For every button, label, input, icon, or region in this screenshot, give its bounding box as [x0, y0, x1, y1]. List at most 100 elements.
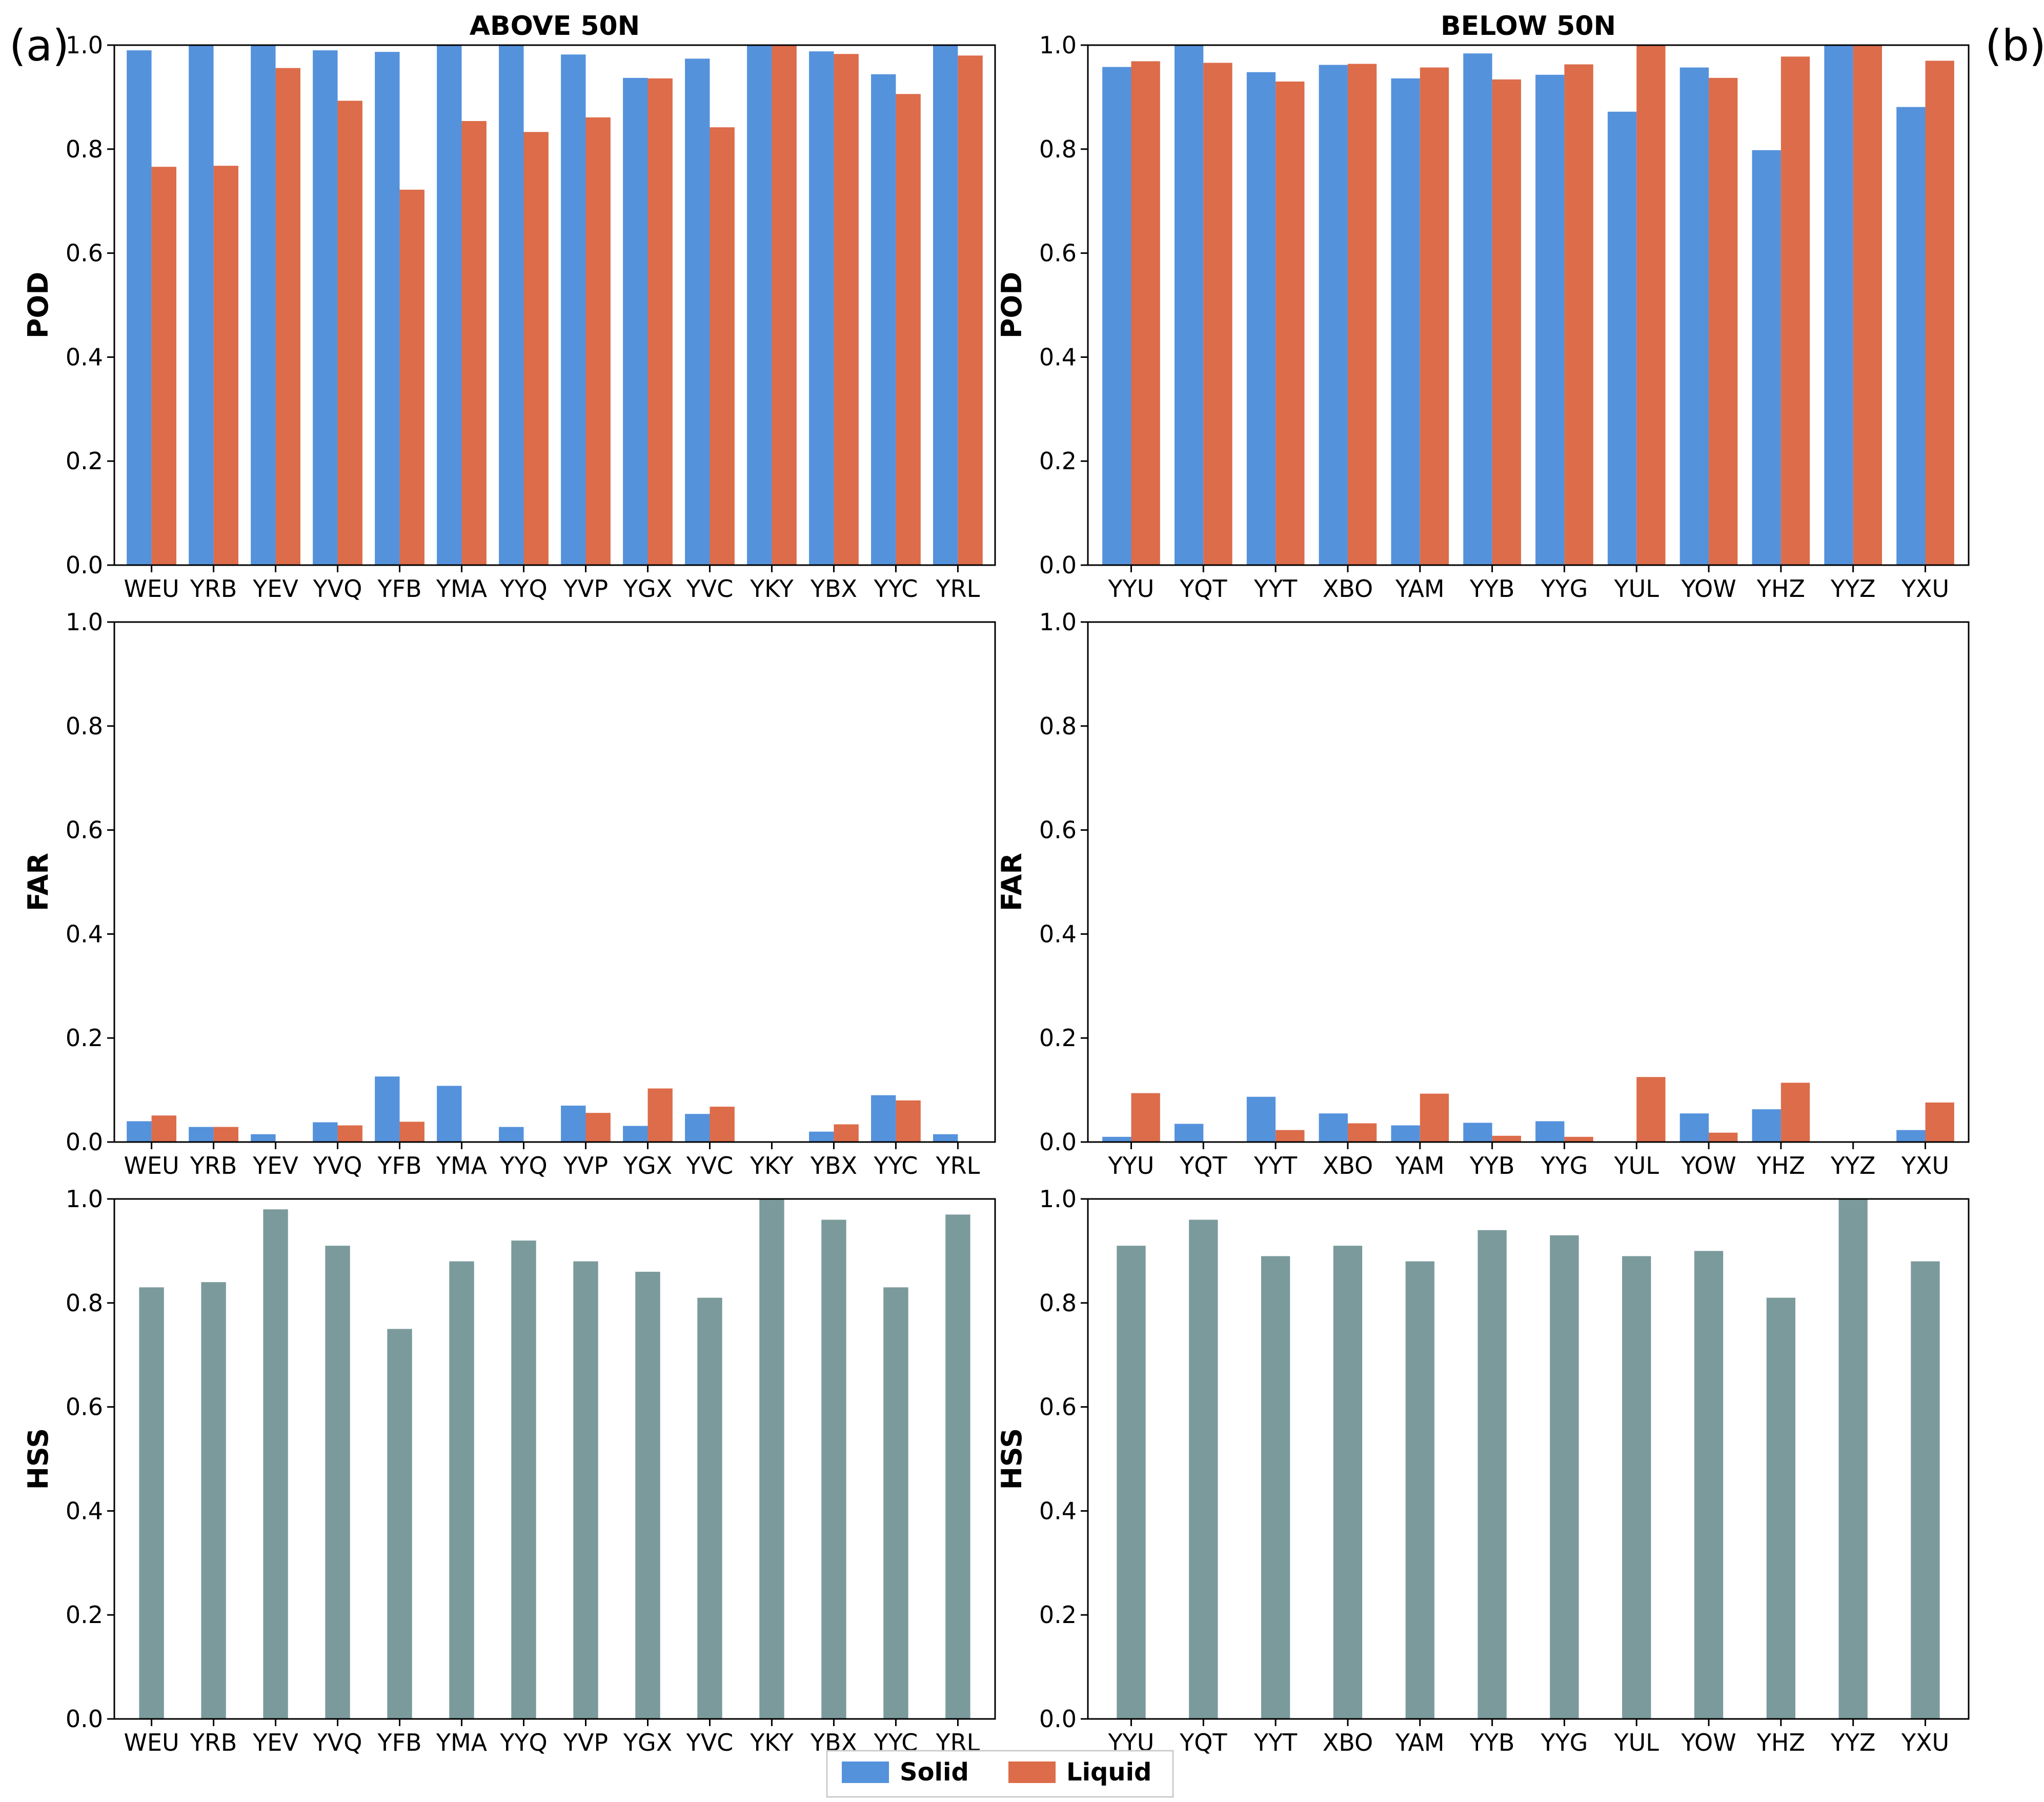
- bar-liquid-yma: [461, 121, 487, 565]
- bar-liquid-yyg: [1564, 64, 1593, 565]
- x-tick-label: YFB: [377, 1152, 421, 1179]
- y-tick-label: 1.0: [66, 608, 103, 636]
- bar-solid-yyb: [1463, 53, 1492, 565]
- x-tick-label: WEU: [124, 1152, 179, 1179]
- x-tick-label: YHZ: [1756, 575, 1805, 603]
- bar-liquid-xbo: [1347, 64, 1377, 565]
- bar-solid-yrl: [933, 1134, 958, 1142]
- x-tick-label: YVQ: [313, 575, 362, 603]
- x-tick-label: YHZ: [1756, 1152, 1805, 1179]
- bar-solid-yhz: [1752, 1109, 1781, 1142]
- bar-solid-xbo: [1319, 1113, 1348, 1142]
- y-tick-label: 0.4: [1039, 920, 1077, 948]
- bar-solid-yfb: [375, 1076, 400, 1142]
- bar-solid-yvp: [561, 54, 586, 565]
- x-tick-label: WEU: [124, 1729, 179, 1756]
- x-tick-label: YRB: [190, 1729, 237, 1756]
- bar-liquid-yyz: [1853, 45, 1883, 565]
- y-tick-label: 1.0: [1039, 1185, 1077, 1213]
- y-tick-label: 0.0: [66, 1128, 103, 1156]
- bar-hss-yyb: [1478, 1230, 1507, 1719]
- bar-solid-yyt: [1246, 1096, 1276, 1142]
- bar-solid-xbo: [1319, 65, 1348, 566]
- bar-liquid-xbo: [1347, 1123, 1377, 1142]
- bar-hss-yky: [759, 1199, 784, 1719]
- y-tick-label: 0.8: [66, 135, 103, 163]
- bar-liquid-yyt: [1276, 1130, 1305, 1142]
- y-tick-label: 0.6: [66, 239, 103, 267]
- y-axis-label: FAR: [996, 853, 1028, 911]
- legend-label-solid: Solid: [900, 1758, 969, 1787]
- y-tick-label: 0.0: [1039, 1128, 1077, 1156]
- bar-solid-yyu: [1102, 67, 1131, 565]
- bar-hss-yqt: [1189, 1219, 1218, 1719]
- bar-solid-yyc: [871, 74, 896, 565]
- bar-solid-ygx: [623, 1126, 648, 1142]
- x-tick-label: YYT: [1253, 1152, 1298, 1179]
- y-tick-label: 0.4: [1039, 1497, 1077, 1525]
- x-tick-label: YRB: [190, 575, 237, 603]
- bar-solid-yyg: [1535, 1121, 1565, 1142]
- bar-liquid-yfb: [399, 189, 424, 566]
- bar-hss-yma: [449, 1261, 474, 1719]
- legend: Solid Liquid: [826, 1750, 1174, 1798]
- y-tick-label: 0.2: [66, 1024, 103, 1052]
- x-tick-label: YYQ: [499, 1152, 547, 1179]
- x-tick-label: YGX: [623, 1729, 672, 1756]
- bar-solid-yev: [251, 45, 276, 565]
- bar-solid-yqt: [1174, 1124, 1204, 1142]
- bar-solid-yyg: [1535, 74, 1565, 566]
- x-tick-label: YYQ: [499, 575, 547, 603]
- legend-swatch-liquid: [1008, 1761, 1056, 1783]
- bar-solid-yrb: [189, 45, 214, 565]
- x-tick-label: YYZ: [1830, 575, 1876, 603]
- bar-liquid-yky: [772, 45, 797, 565]
- bar-solid-yow: [1679, 67, 1709, 566]
- bar-hss-yfb: [387, 1329, 412, 1719]
- x-tick-label: YKY: [750, 1152, 794, 1179]
- y-tick-label: 0.8: [1039, 135, 1077, 163]
- bar-liquid-weu: [151, 167, 176, 565]
- x-tick-label: YMA: [436, 575, 488, 603]
- axes-frame: [113, 44, 996, 566]
- bar-solid-yyu: [1102, 1136, 1131, 1142]
- bar-solid-yyq: [499, 45, 524, 565]
- panel-label-b: (b): [1985, 21, 2044, 71]
- x-tick-label: YVC: [686, 1729, 734, 1756]
- x-tick-label: YYU: [1108, 1152, 1155, 1179]
- x-tick-label: YFB: [377, 575, 421, 603]
- x-tick-label: YYT: [1253, 575, 1298, 603]
- bar-hss-ybx: [821, 1219, 846, 1719]
- bar-liquid-yvp: [585, 117, 611, 566]
- bar-liquid-yxu: [1925, 61, 1954, 566]
- bar-solid-yow: [1679, 1113, 1709, 1142]
- x-tick-label: XBO: [1323, 1152, 1373, 1179]
- y-tick-label: 0.0: [66, 551, 103, 579]
- bar-liquid-yqt: [1203, 63, 1232, 565]
- bar-solid-yev: [251, 1134, 276, 1142]
- bar-hss-yev: [263, 1209, 288, 1719]
- y-tick-label: 0.4: [66, 1497, 103, 1525]
- bar-liquid-yow: [1709, 1132, 1738, 1142]
- bar-solid-yam: [1391, 1125, 1420, 1142]
- bar-hss-yxu: [1911, 1261, 1940, 1719]
- x-tick-label: YQT: [1179, 1729, 1227, 1756]
- x-tick-label: YYC: [874, 1152, 918, 1179]
- y-tick-label: 0.6: [1039, 1393, 1077, 1421]
- y-tick-label: 0.2: [66, 447, 103, 475]
- y-axis-label: HSS: [996, 1428, 1028, 1490]
- bar-solid-yrb: [189, 1127, 214, 1142]
- bar-liquid-yvq: [337, 101, 362, 566]
- y-tick-label: 0.0: [1039, 1705, 1077, 1733]
- axes-frame: [1087, 1198, 1970, 1720]
- x-tick-label: YYC: [874, 575, 918, 603]
- y-axis-label: HSS: [22, 1428, 54, 1490]
- bar-liquid-yyu: [1131, 1093, 1160, 1142]
- x-tick-label: YMA: [436, 1729, 488, 1756]
- bar-liquid-ygx: [647, 1088, 673, 1142]
- y-tick-label: 0.2: [1039, 1024, 1077, 1052]
- bar-hss-weu: [139, 1287, 164, 1719]
- bar-hss-yyt: [1261, 1256, 1290, 1719]
